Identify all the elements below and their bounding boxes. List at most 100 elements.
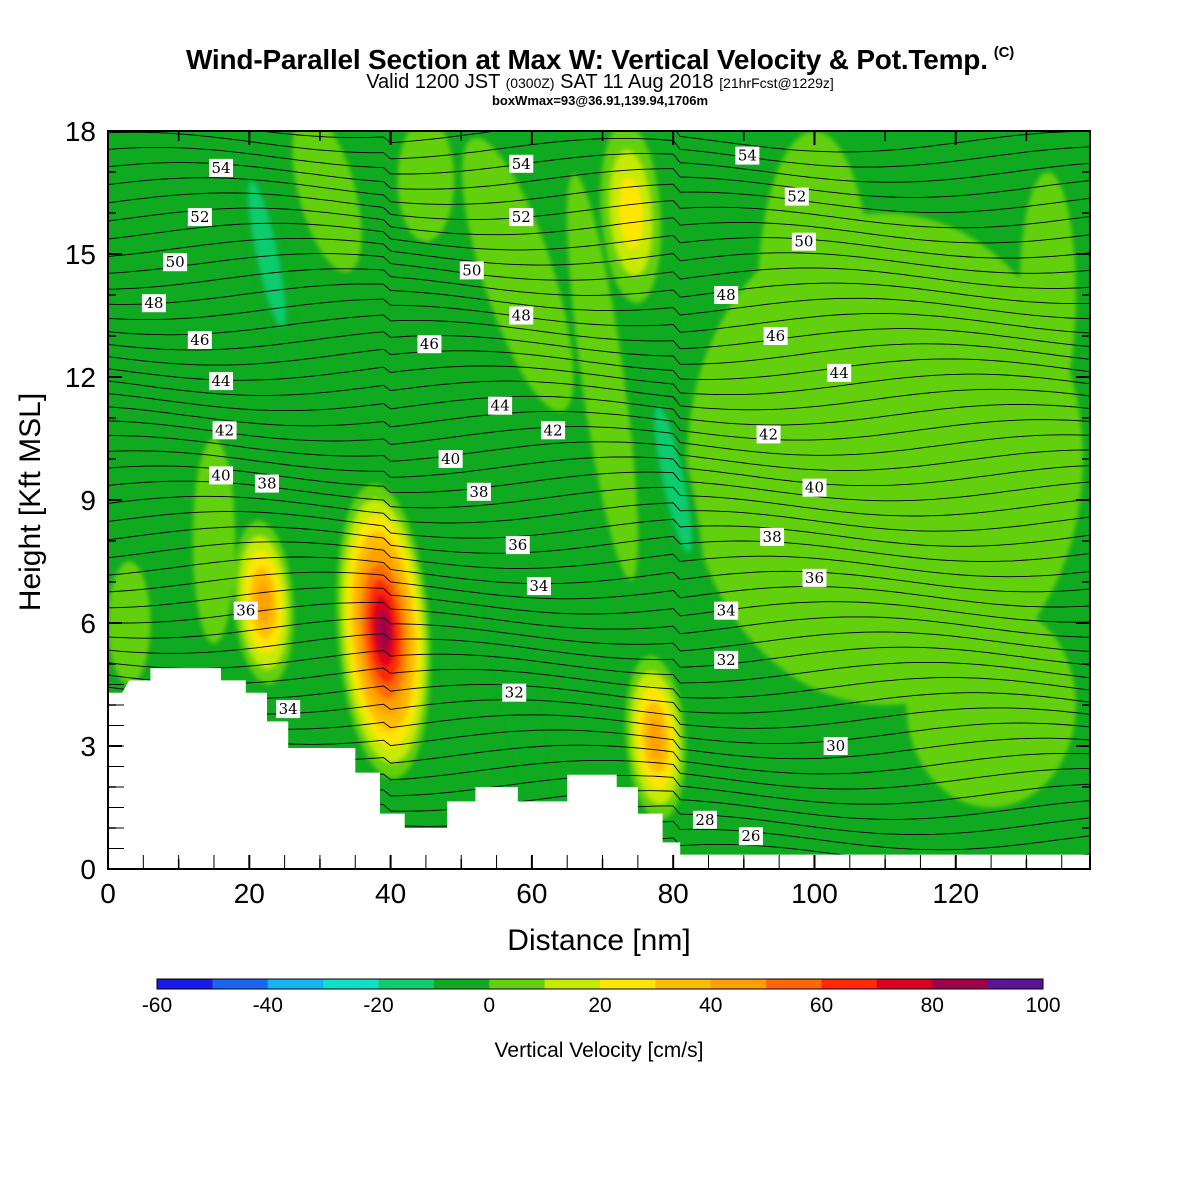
contour-label-box [459,261,484,280]
contour-label-box [488,396,513,415]
contour-label: 40 [438,450,463,468]
contour-label-box [509,208,534,227]
contour-label-text: 52 [190,208,209,226]
box-wmax-info: boxWmax=93@36.91,139.94,1706m [491,93,709,108]
contour-label: 44 [827,363,852,382]
contour-label-text: 36 [508,536,527,554]
colorbar-swatch [987,979,1044,989]
downdraft-region [654,406,692,553]
contour-label-text: 38 [257,475,276,493]
colorbar-swatch [267,979,324,989]
theta-contour-line [108,146,1090,183]
contour-label: 26 [738,827,763,846]
contour-label-box [233,601,258,620]
colorbar-swatch [600,979,656,989]
colorbar-swatch [378,979,435,989]
contour-label-text: 40 [441,450,460,468]
contour-label-box [827,363,852,382]
contour-label-box [209,158,234,177]
contour-label-text: 46 [190,331,209,349]
contour-label: 54 [509,154,534,173]
x-tick-label: 20 [234,878,265,909]
contour-label: 34 [714,601,739,620]
colorbar-tick-label: -20 [363,994,393,1017]
contour-label-text: 48 [144,294,163,312]
contour-label: 48 [141,294,166,313]
theta-contour-line [108,420,1090,456]
contour-label-text: 34 [717,602,736,620]
theta-contour-line [108,406,1090,441]
y-tick-label: 6 [80,608,96,639]
contour-label: 34 [276,700,301,719]
theta-contour-line [108,162,1090,198]
contour-label-text: 36 [236,602,255,620]
contour-label-box [466,482,491,501]
theta-contour-line [108,393,1090,426]
contour-label-text: 28 [695,811,714,829]
contour-label: 54 [735,146,760,165]
contour-label-box [802,478,827,497]
weak-updraft-region [292,131,362,273]
colorbar-swatch [157,979,213,989]
contour-label: 44 [488,396,513,415]
contour-label: 50 [163,253,188,272]
colorbar-swatch [489,979,546,989]
contour-label-text: 44 [491,397,510,415]
colorbar-tick-label: 80 [921,994,944,1017]
weak-updraft-region [1019,172,1076,418]
contour-label-box [735,146,760,165]
theta-contour-line [108,526,1090,562]
theta-contour-line [108,495,1090,532]
contour-label-box [254,474,279,493]
valid-time-utc: (0300Z) [505,75,555,91]
theta-contour-line [108,450,1090,487]
chart-subtitle: Valid 1200 JST (0300Z) SAT 11 Aug 2018 [… [0,71,1200,94]
contour-label-text: 54 [211,159,230,177]
contour-label-box [212,421,237,440]
contour-label: 52 [187,208,212,227]
contour-label: 40 [802,478,827,497]
x-tick-label: 60 [516,878,547,909]
contour-label-box [187,208,212,227]
x-tick-label: 0 [100,878,116,909]
contour-label: 32 [714,650,739,669]
contour-label-text: 38 [469,483,488,501]
contour-label: 42 [541,421,566,440]
contour-label-box [714,601,739,620]
contour-label: 46 [187,331,212,350]
contour-label-text: 52 [787,188,806,206]
contour-label-box [802,568,827,587]
contour-label-box [187,331,212,350]
contour-label: 52 [784,187,809,206]
colorbar-label: Vertical Velocity [cm/s] [495,1039,704,1062]
contour-label-text: 54 [738,147,757,165]
contour-label-box [823,737,848,755]
theta-contour-line [108,684,1090,714]
chart-title: Wind-Parallel Section at Max W: Vertical… [0,44,1200,76]
colorbar-swatch [710,979,767,989]
contour-label-box [692,810,717,829]
colorbar-tick-label: 20 [588,994,611,1017]
contour-label-text: 52 [512,208,531,226]
theta-contour-line [108,541,1090,578]
weak-updraft-region [462,137,574,412]
contour-label-text: 46 [766,327,785,345]
contour-label-box [541,421,566,440]
theta-contour-line [108,650,1090,684]
contour-label: 32 [502,683,527,702]
x-tick-label: 100 [791,878,838,909]
contour-label: 36 [233,601,258,620]
contour-label-box [763,327,788,345]
contour-label-text: 50 [794,233,813,251]
colorbar-swatch [544,979,601,989]
y-tick-label: 3 [80,731,96,762]
theta-contour-line [108,617,1090,652]
weak-updraft-region [397,131,455,242]
contour-label: 36 [802,568,827,587]
contour-label-text: 42 [759,425,778,443]
theta-contour-line [108,571,1090,608]
contour-label-box [509,154,534,173]
theta-contour-line [108,435,1090,471]
contour-label: 52 [509,208,534,227]
y-tick-label: 9 [80,485,96,516]
